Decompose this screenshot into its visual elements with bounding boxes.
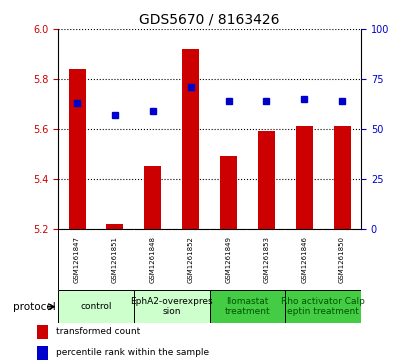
Text: GSM1261849: GSM1261849 [225, 236, 232, 283]
Bar [334, 126, 351, 229]
Text: GSM1261847: GSM1261847 [74, 236, 80, 283]
Text: GSM1261848: GSM1261848 [150, 236, 156, 283]
Bar [258, 131, 275, 229]
Text: GSM1261853: GSM1261853 [264, 236, 269, 283]
Bar [220, 156, 237, 229]
Text: Rho activator Calp
eptin treatment: Rho activator Calp eptin treatment [281, 297, 365, 317]
Text: EphA2-overexpres
sion: EphA2-overexpres sion [130, 297, 213, 317]
Bar [296, 126, 313, 229]
Bar [182, 49, 199, 229]
Text: control: control [80, 302, 112, 311]
Text: percentile rank within the sample: percentile rank within the sample [56, 348, 209, 357]
Bar [144, 166, 161, 229]
Text: GSM1261852: GSM1261852 [188, 236, 194, 283]
Text: GSM1261846: GSM1261846 [301, 236, 307, 283]
Text: GSM1261850: GSM1261850 [339, 236, 345, 283]
Bar [68, 69, 85, 229]
Bar [134, 290, 210, 323]
Bar [37, 325, 48, 339]
Text: Ilomastat
treatment: Ilomastat treatment [225, 297, 270, 317]
Title: GDS5670 / 8163426: GDS5670 / 8163426 [139, 12, 280, 26]
Text: protocol: protocol [13, 302, 56, 312]
Text: GSM1261851: GSM1261851 [112, 236, 118, 283]
Bar [286, 290, 361, 323]
Bar [37, 346, 48, 360]
Bar [58, 290, 134, 323]
Text: transformed count: transformed count [56, 327, 140, 337]
Bar [106, 224, 123, 229]
Bar [210, 290, 286, 323]
